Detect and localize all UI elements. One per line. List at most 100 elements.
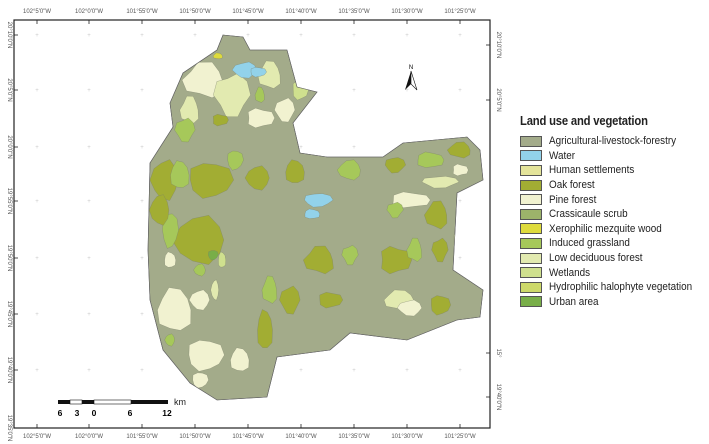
land-use-patch bbox=[174, 117, 196, 143]
longitude-label: 102°5'0"W bbox=[23, 434, 51, 440]
legend-swatch bbox=[520, 296, 542, 308]
scale-segment bbox=[69, 399, 83, 405]
legend-label: Oak forest bbox=[549, 179, 595, 192]
scale-bar: 6 3 0 6 12 km bbox=[58, 397, 186, 418]
land-use-patch bbox=[162, 213, 179, 249]
grid-marker: + bbox=[458, 199, 462, 205]
land-use-patch bbox=[421, 176, 460, 189]
grid-marker: + bbox=[87, 312, 91, 318]
scale-label: 0 bbox=[92, 408, 97, 418]
grid-marker: + bbox=[140, 312, 144, 318]
north-label: N bbox=[409, 65, 413, 71]
grid-marker: + bbox=[352, 33, 356, 39]
land-use-patch bbox=[257, 309, 273, 348]
scale-label: 12 bbox=[162, 408, 172, 418]
land-use-patch bbox=[244, 165, 270, 191]
scale-label: 6 bbox=[128, 408, 133, 418]
legend-swatch bbox=[520, 223, 542, 235]
legend-item: Wetlands bbox=[520, 265, 708, 280]
grid-marker: + bbox=[35, 33, 39, 39]
land-use-patch bbox=[250, 67, 267, 78]
land-use-patch bbox=[227, 150, 244, 171]
land-use-patch bbox=[417, 151, 445, 168]
land-use-patch bbox=[285, 159, 305, 183]
land-use-patch bbox=[381, 246, 412, 275]
land-use-patch bbox=[341, 245, 359, 266]
longitude-label: 101°45'0"W bbox=[232, 434, 264, 440]
grid-marker: + bbox=[352, 145, 356, 151]
grid-marker: + bbox=[352, 88, 356, 94]
legend-swatch bbox=[520, 208, 542, 220]
grid-marker: + bbox=[299, 145, 303, 151]
legend: Land use and vegetation Agricultural-liv… bbox=[520, 114, 708, 309]
legend-item: Pine forest bbox=[520, 192, 708, 207]
longitude-label: 101°50'0"W bbox=[179, 9, 211, 15]
latitude-label: 19°40'0"N bbox=[495, 384, 501, 411]
land-use-patch bbox=[193, 263, 206, 277]
grid-marker: + bbox=[299, 33, 303, 39]
legend-item: Human settlements bbox=[520, 163, 708, 178]
legend-swatch bbox=[520, 267, 542, 279]
land-use-patch bbox=[189, 289, 210, 311]
legend-swatch bbox=[520, 281, 542, 293]
longitude-label: 101°40'0"W bbox=[285, 434, 317, 440]
legend-item: Water bbox=[520, 149, 708, 164]
land-use-patch bbox=[190, 163, 234, 199]
longitude-label: 101°40'0"W bbox=[285, 9, 317, 15]
legend-label: Crassicaule scrub bbox=[549, 208, 628, 221]
grid-marker: + bbox=[35, 312, 39, 318]
grid-marker: + bbox=[35, 199, 39, 205]
latitude-label: 20°0'0"N bbox=[6, 135, 12, 158]
scale-segment bbox=[93, 399, 132, 405]
land-use-patch bbox=[279, 285, 301, 315]
grid-marker: + bbox=[140, 199, 144, 205]
grid-marker: + bbox=[352, 368, 356, 374]
land-use-patch bbox=[447, 141, 471, 159]
legend-item: Urban area bbox=[520, 295, 708, 310]
legend-label: Water bbox=[549, 149, 576, 162]
scale-segment bbox=[58, 400, 70, 404]
land-use-patch bbox=[397, 299, 422, 317]
grid-marker: + bbox=[87, 199, 91, 205]
latitude-label: 19°40'0"N bbox=[6, 357, 12, 384]
land-use-patch bbox=[274, 97, 296, 123]
grid-marker: + bbox=[87, 88, 91, 94]
legend-swatch bbox=[520, 150, 542, 162]
land-use-patch bbox=[210, 279, 219, 301]
grid-marker: + bbox=[299, 368, 303, 374]
land-use-patch bbox=[384, 157, 406, 174]
land-use-patch bbox=[323, 121, 336, 139]
land-use-patch bbox=[212, 52, 223, 59]
grid-marker: + bbox=[140, 145, 144, 151]
basin-border bbox=[147, 34, 484, 401]
north-arrow: N bbox=[405, 65, 418, 91]
legend-label: Induced grassland bbox=[549, 237, 630, 250]
land-use-patch bbox=[208, 250, 219, 261]
north-arrow-icon bbox=[410, 70, 418, 91]
legend-swatch bbox=[520, 194, 542, 206]
latitude-label: 19°55'0"N bbox=[6, 188, 12, 215]
legend-label: Xerophilic mezquite wood bbox=[549, 222, 662, 235]
land-use-patch bbox=[303, 245, 334, 275]
legend-title: Land use and vegetation bbox=[520, 114, 648, 128]
land-use-patch bbox=[179, 95, 199, 124]
land-use-patch bbox=[164, 333, 175, 347]
scale-label: 6 bbox=[58, 408, 63, 418]
longitude-label: 101°25'0"W bbox=[444, 9, 476, 15]
legend-swatch bbox=[520, 164, 542, 176]
north-arrow-icon bbox=[405, 71, 411, 90]
land-use-patch bbox=[336, 159, 361, 181]
longitude-label: 101°50'0"W bbox=[179, 434, 211, 440]
legend-label: Agricultural-livestock-forestry bbox=[549, 135, 677, 148]
graticule-labels: 102°5'0"W 102°5'0"W 102°0'0"W 102°0'0"W 101°… bbox=[6, 9, 501, 441]
longitude-label: 101°55'0"W bbox=[126, 9, 158, 15]
legend-label: Pine forest bbox=[549, 193, 597, 206]
latitude-label: 20°10'0"N bbox=[6, 22, 12, 49]
land-use-patch bbox=[231, 61, 257, 79]
legend-label: Human settlements bbox=[549, 164, 635, 177]
legend-item: Induced grassland bbox=[520, 236, 708, 251]
land-use-patch bbox=[170, 160, 190, 188]
land-use-patch bbox=[248, 107, 275, 129]
latitude-label: 19°45'0"N bbox=[6, 301, 12, 328]
grid-marker: + bbox=[35, 256, 39, 262]
